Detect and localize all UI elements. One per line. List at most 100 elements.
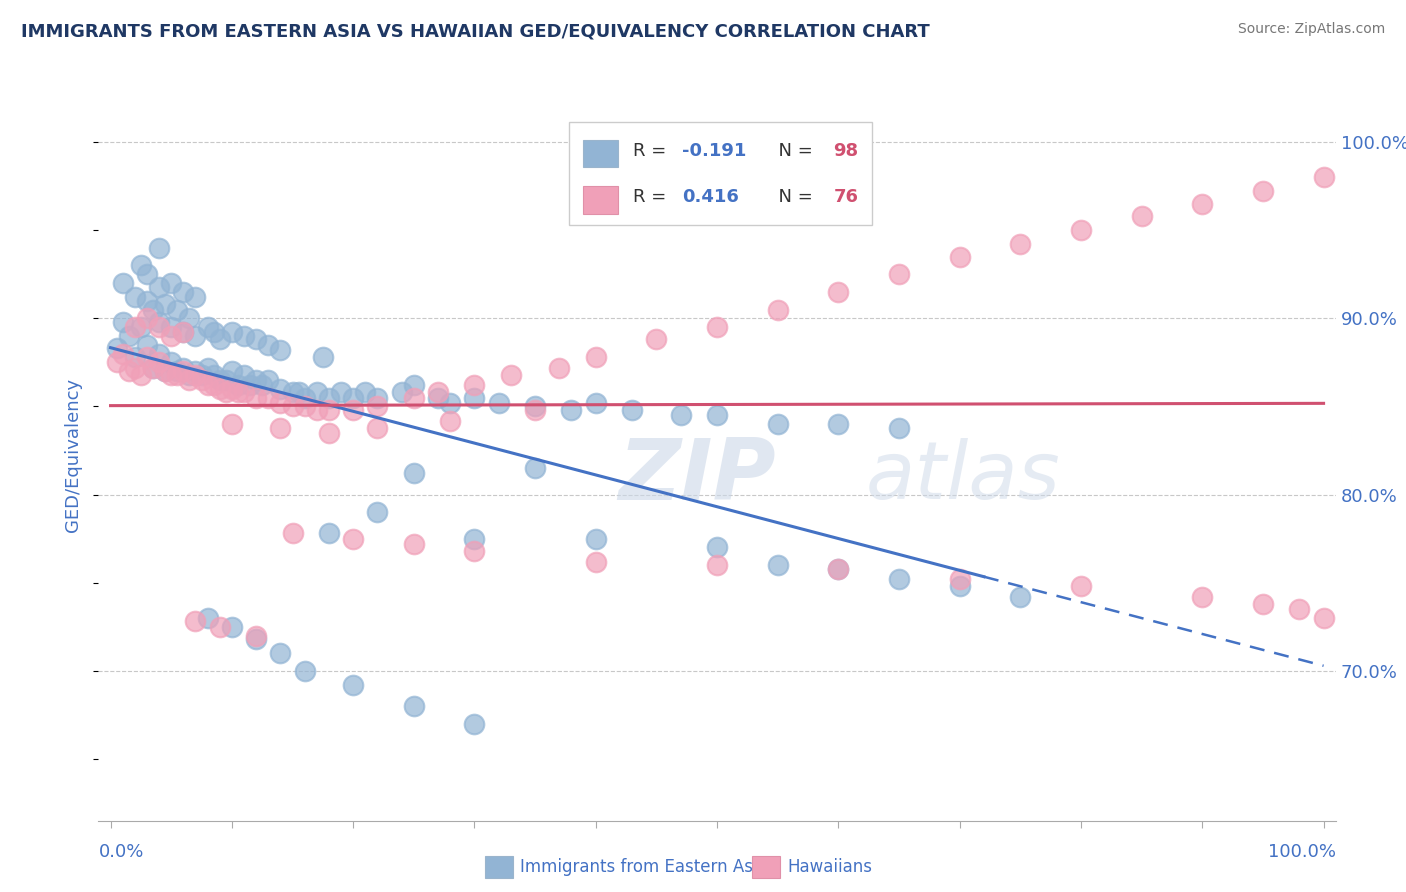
- Point: [226, 378, 249, 392]
- Point: [142, 360, 165, 375]
- Point: [766, 302, 789, 317]
- Point: [312, 350, 335, 364]
- Point: [179, 368, 201, 382]
- Point: [439, 413, 461, 427]
- Point: [269, 420, 291, 434]
- Point: [202, 368, 225, 382]
- Point: [524, 403, 547, 417]
- Point: [197, 320, 219, 334]
- Point: [330, 385, 353, 400]
- Point: [669, 409, 692, 423]
- Point: [318, 526, 340, 541]
- Point: [949, 250, 972, 264]
- Text: R =: R =: [633, 188, 672, 206]
- Point: [190, 373, 212, 387]
- Point: [402, 537, 425, 551]
- Point: [402, 467, 425, 481]
- Point: [585, 555, 607, 569]
- Point: [160, 320, 183, 334]
- Text: atlas: atlas: [866, 438, 1060, 516]
- Point: [1010, 590, 1032, 604]
- Point: [281, 400, 304, 414]
- Point: [463, 716, 485, 731]
- Point: [111, 315, 134, 329]
- Point: [221, 417, 243, 431]
- Point: [172, 360, 194, 375]
- Point: [208, 373, 231, 387]
- Point: [257, 373, 280, 387]
- Point: [190, 368, 212, 382]
- Point: [366, 420, 388, 434]
- Point: [245, 629, 267, 643]
- Point: [124, 350, 146, 364]
- Point: [208, 382, 231, 396]
- Point: [366, 391, 388, 405]
- Point: [153, 297, 176, 311]
- Point: [105, 341, 128, 355]
- Point: [621, 403, 644, 417]
- Point: [342, 403, 364, 417]
- Point: [111, 276, 134, 290]
- Point: [160, 355, 183, 369]
- Point: [294, 664, 316, 678]
- Point: [148, 320, 170, 334]
- Point: [269, 646, 291, 660]
- Point: [585, 532, 607, 546]
- Point: [136, 338, 159, 352]
- Point: [488, 396, 510, 410]
- Point: [287, 385, 309, 400]
- Point: [1288, 602, 1310, 616]
- Point: [318, 403, 340, 417]
- Point: [172, 326, 194, 340]
- Point: [585, 350, 607, 364]
- Point: [136, 350, 159, 364]
- Text: 76: 76: [834, 188, 859, 206]
- Point: [111, 346, 134, 360]
- Point: [427, 385, 450, 400]
- Text: Immigrants from Eastern Asia: Immigrants from Eastern Asia: [520, 858, 768, 876]
- Point: [221, 620, 243, 634]
- Point: [402, 699, 425, 714]
- Point: [179, 311, 201, 326]
- Point: [184, 364, 207, 378]
- Point: [354, 385, 377, 400]
- Point: [208, 620, 231, 634]
- Text: ZIP: ZIP: [619, 435, 776, 518]
- Point: [142, 360, 165, 375]
- Point: [706, 541, 728, 555]
- Text: Hawaiians: Hawaiians: [787, 858, 872, 876]
- Text: Source: ZipAtlas.com: Source: ZipAtlas.com: [1237, 22, 1385, 37]
- Point: [305, 385, 328, 400]
- Point: [706, 558, 728, 572]
- Point: [887, 572, 910, 586]
- Text: 0.0%: 0.0%: [98, 843, 143, 861]
- Text: -0.191: -0.191: [682, 143, 747, 161]
- Point: [172, 364, 194, 378]
- Point: [221, 382, 243, 396]
- Text: 0.416: 0.416: [682, 188, 740, 206]
- Point: [342, 391, 364, 405]
- Point: [1130, 209, 1153, 223]
- Point: [463, 391, 485, 405]
- Point: [402, 391, 425, 405]
- Point: [524, 400, 547, 414]
- Point: [585, 396, 607, 410]
- Point: [160, 276, 183, 290]
- Point: [887, 420, 910, 434]
- Point: [827, 285, 849, 299]
- Point: [463, 532, 485, 546]
- Point: [1070, 579, 1092, 593]
- Point: [245, 333, 267, 347]
- Point: [233, 385, 256, 400]
- Point: [269, 343, 291, 357]
- Point: [766, 417, 789, 431]
- Point: [318, 391, 340, 405]
- Point: [402, 378, 425, 392]
- Point: [166, 302, 188, 317]
- Point: [1191, 590, 1213, 604]
- Point: [208, 333, 231, 347]
- Point: [281, 526, 304, 541]
- Point: [166, 364, 188, 378]
- Point: [148, 315, 170, 329]
- Point: [172, 285, 194, 299]
